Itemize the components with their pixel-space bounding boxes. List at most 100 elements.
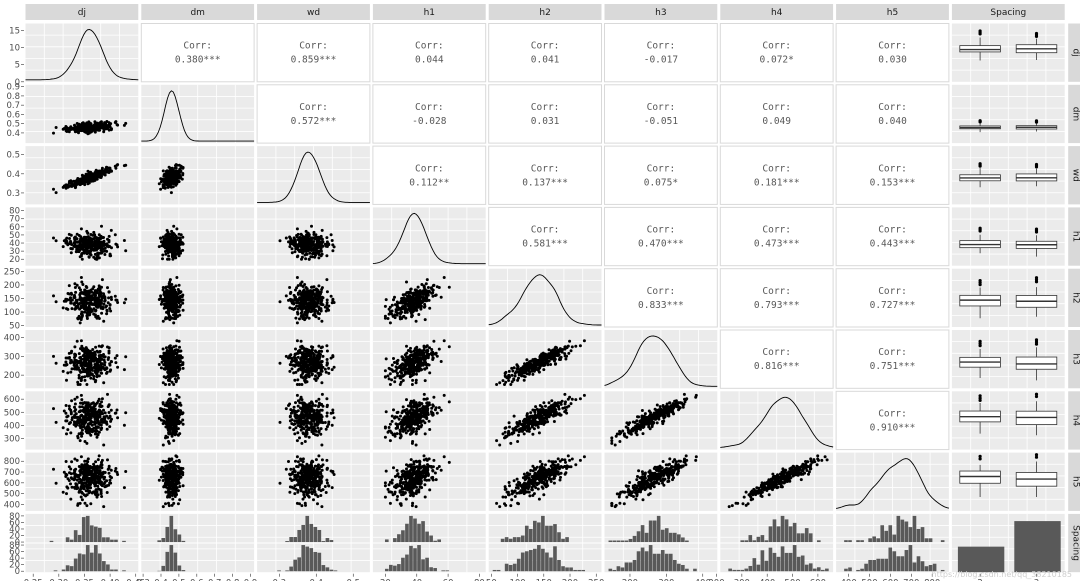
scatter-point [122, 239, 126, 242]
scatter-point [103, 124, 107, 128]
scatter-point [61, 306, 65, 310]
scatter-point [83, 183, 87, 187]
scatter-point [447, 345, 451, 349]
scatter-point [88, 310, 92, 314]
scatter-point [173, 251, 177, 255]
scatter-point [170, 308, 174, 312]
panel-h2-h3 [604, 268, 718, 328]
corr-label: Corr: [531, 225, 560, 236]
scatter-point [164, 182, 168, 186]
outlier-point [978, 119, 982, 123]
scatter-point [308, 251, 312, 255]
scatter-point [316, 295, 319, 298]
scatter-point [418, 367, 422, 370]
scatter-point [424, 299, 428, 303]
scatter-point [179, 303, 182, 307]
corr-value: 0.181*** [754, 177, 800, 188]
scatter-point [107, 240, 111, 244]
scatter-point [64, 360, 68, 364]
scatter-point [173, 312, 177, 316]
panel-dm-h1 [372, 84, 487, 144]
scatter-point [177, 173, 181, 177]
scatter-point [320, 298, 324, 302]
scatter-point [100, 278, 104, 282]
scatter-point [516, 378, 520, 382]
scatter-point [398, 383, 402, 386]
scatter-point [442, 276, 446, 279]
scatter-point [92, 244, 96, 248]
scatter-point [293, 364, 297, 368]
scatter-point [284, 236, 288, 240]
scatter-point [106, 286, 109, 290]
panel-dj-h3 [604, 23, 718, 83]
corr-label: Corr: [647, 102, 676, 113]
scatter-point [76, 304, 80, 308]
scatter-point [80, 182, 84, 185]
scatter-point [307, 257, 311, 261]
scatter-point [108, 303, 112, 307]
corr-value: 0.572*** [291, 116, 337, 127]
corr-value: 0.833*** [638, 300, 684, 311]
panel-h1-h5 [835, 206, 950, 267]
scatter-point [298, 383, 301, 386]
scatter-point [165, 170, 169, 174]
scatter-point [96, 242, 100, 246]
scatter-point [311, 308, 314, 312]
scatter-point [92, 173, 96, 177]
scatter-point [310, 372, 314, 376]
boxplot-dm-2 [959, 119, 1001, 133]
scatter-point [414, 319, 418, 323]
corr-label: Corr: [531, 102, 560, 113]
scatter-point [398, 364, 402, 368]
scatter-point [105, 242, 109, 246]
scatter-point [302, 369, 306, 373]
scatter-point [383, 369, 387, 373]
scatter-point [105, 125, 109, 129]
scatter-point [296, 351, 300, 355]
scatter-point [161, 319, 165, 323]
scatter-point [289, 290, 293, 294]
outlier-point [1034, 31, 1039, 36]
scatter-point [165, 242, 169, 246]
scatter-point [79, 378, 83, 382]
scatter-point [410, 383, 414, 386]
scatter-point [173, 288, 177, 292]
scatter-point [179, 359, 182, 363]
scatter-point [86, 352, 90, 356]
scatter-point [305, 311, 309, 315]
scatter-point [99, 244, 103, 248]
scatter-point [295, 321, 299, 325]
scatter-point [173, 299, 177, 303]
scatter-point [108, 166, 112, 170]
scatter-point [306, 367, 310, 371]
scatter-point [78, 368, 82, 372]
scatter-point [181, 308, 185, 312]
scatter-point [165, 174, 169, 178]
scatter-point [425, 355, 429, 359]
scatter-point [425, 291, 429, 295]
scatter-point [386, 374, 390, 378]
scatter-point [324, 370, 328, 374]
scatter-point [115, 163, 119, 167]
scatter-point [319, 309, 323, 313]
scatter-point [80, 177, 84, 181]
scatter-point [296, 254, 300, 258]
scatter-point [406, 358, 410, 362]
corr-label: Corr: [762, 225, 791, 236]
scatter-point [165, 297, 169, 300]
scatter-point [170, 374, 174, 378]
scatter-point [168, 232, 172, 236]
panel-wd-h1 [372, 145, 487, 205]
scatter-point [161, 298, 164, 302]
scatter-point [99, 301, 103, 305]
scatter-point [164, 304, 168, 308]
scatter-point [124, 163, 128, 167]
scatter-point [103, 246, 107, 250]
scatter-point [419, 361, 423, 365]
scatter-point [177, 163, 181, 167]
scatter-point [393, 380, 397, 384]
scatter-point [93, 295, 97, 299]
scatter-point [85, 252, 89, 256]
scatter-point [107, 346, 111, 350]
